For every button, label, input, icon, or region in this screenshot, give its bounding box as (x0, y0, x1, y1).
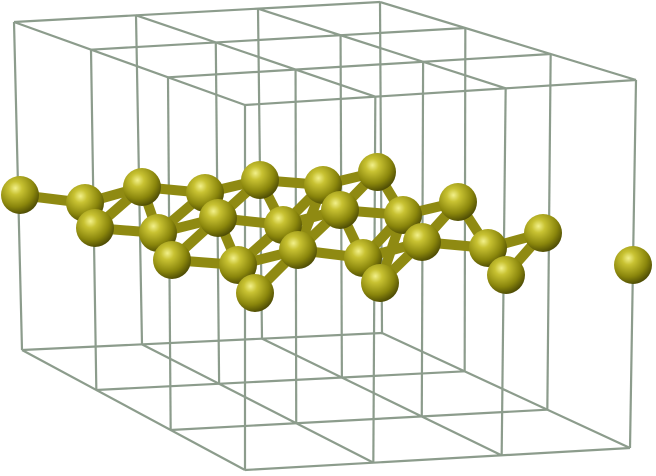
cell-edge (381, 332, 631, 449)
cell-edge (13, 0, 381, 24)
atom (614, 246, 652, 284)
atom (469, 229, 507, 267)
cell-edge (379, 0, 637, 82)
cell-edge (244, 78, 637, 107)
cell-edge (167, 52, 551, 79)
cell-edge (96, 370, 465, 392)
atom (384, 196, 422, 234)
atom (524, 214, 562, 252)
cell-edge (21, 349, 246, 471)
atoms (1, 153, 652, 312)
cell-edge (244, 446, 631, 472)
atom (219, 246, 257, 284)
atom (199, 199, 237, 237)
atom (439, 183, 477, 221)
atom (236, 274, 274, 312)
atom (403, 223, 441, 261)
atom (153, 241, 191, 279)
atom (279, 231, 317, 269)
cell-edge (135, 14, 376, 98)
atom (123, 168, 161, 206)
cell-edge (170, 408, 548, 432)
atom (76, 209, 114, 247)
atom (487, 256, 525, 294)
cell-edge (261, 337, 503, 457)
cell-edge (90, 26, 466, 51)
atom (361, 264, 399, 302)
cell-edge (141, 343, 374, 464)
cell-edge (13, 20, 246, 107)
atom (321, 191, 359, 229)
atom (241, 161, 279, 199)
atom (1, 176, 39, 214)
atom (358, 153, 396, 191)
cell-edge (21, 331, 383, 352)
